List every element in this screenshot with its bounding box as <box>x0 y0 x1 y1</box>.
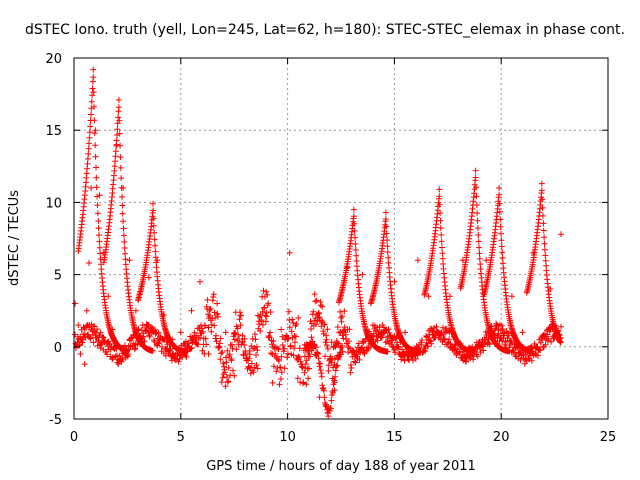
y-tick-label: 10 <box>45 196 62 211</box>
chart-title: dSTEC Iono. truth (yell, Lon=245, Lat=62… <box>25 22 625 38</box>
y-tick-label: 20 <box>45 52 62 67</box>
x-tick-label: 20 <box>493 430 510 445</box>
x-tick-label: 0 <box>70 430 78 445</box>
x-tick-label: 15 <box>386 430 403 445</box>
y-tick-label: 0 <box>54 341 62 356</box>
y-tick-label: 15 <box>45 124 62 139</box>
plot-frame <box>73 57 609 420</box>
x-axis-label: GPS time / hours of day 188 of year 2011 <box>206 459 476 474</box>
series-markers <box>72 66 564 420</box>
y-tick-label: 5 <box>54 269 62 284</box>
y-axis-label: dSTEC / TECUs <box>7 190 22 286</box>
x-axis: 0 5 10 15 20 25 <box>70 58 616 445</box>
x-tick-label: 5 <box>177 430 185 445</box>
x-tick-label: 25 <box>600 430 617 445</box>
y-tick-label: -5 <box>49 413 62 428</box>
y-axis: -5 0 5 10 15 20 <box>45 52 608 428</box>
x-tick-label: 10 <box>279 430 296 445</box>
data-points <box>72 66 564 420</box>
